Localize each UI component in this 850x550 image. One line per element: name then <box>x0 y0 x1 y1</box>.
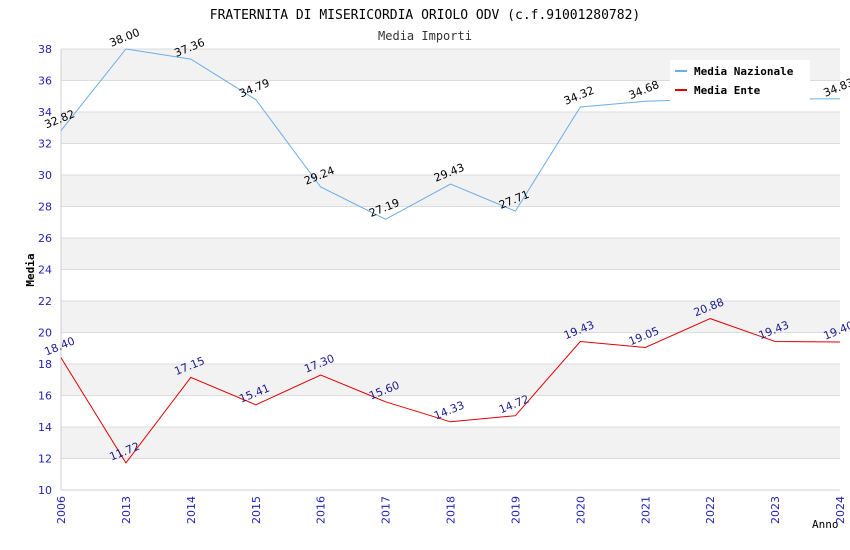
y-tick-label: 38 <box>38 43 52 56</box>
legend-entry: Media Ente <box>694 84 761 97</box>
y-tick-label: 16 <box>38 390 52 403</box>
x-tick-label: 2021 <box>639 496 652 524</box>
plot-band <box>61 206 840 238</box>
x-tick-label: 2024 <box>834 496 847 524</box>
legend-entry: Media Nazionale <box>694 65 794 78</box>
x-tick-label: 2018 <box>445 496 458 524</box>
legend: Media Nazionale Media Ente <box>670 60 810 102</box>
x-tick-label: 2019 <box>509 496 522 524</box>
x-tick-label: 2014 <box>185 496 198 524</box>
y-tick-label: 10 <box>38 484 52 497</box>
plot-band <box>61 458 840 490</box>
x-axis: 2006 2013 2014 2015 2016 2017 2018 2019 2020 2021… <box>55 489 847 524</box>
plot-band <box>61 143 840 175</box>
plot-bands <box>61 49 840 490</box>
x-tick-label: 2016 <box>315 496 328 524</box>
y-tick-label: 34 <box>38 106 52 119</box>
y-axis: 10 12 14 16 18 20 22 24 26 28 30 32 34 36 38 <box>38 43 62 497</box>
y-tick-label: 18 <box>38 358 52 371</box>
y-axis-label: Media <box>24 253 37 286</box>
plot-band <box>61 238 840 270</box>
x-tick-label: 2015 <box>250 496 263 524</box>
x-tick-label: 2020 <box>574 496 587 524</box>
x-tick-label: 2022 <box>704 496 717 524</box>
y-tick-label: 36 <box>38 75 52 88</box>
x-tick-label: 2013 <box>120 496 133 524</box>
y-tick-label: 22 <box>38 295 52 308</box>
y-tick-label: 20 <box>38 327 52 340</box>
x-tick-label: 2006 <box>55 496 68 524</box>
x-tick-label: 2023 <box>769 496 782 524</box>
x-axis-label: Anno <box>812 518 839 531</box>
y-tick-label: 26 <box>38 232 52 245</box>
gridlines <box>61 48 840 491</box>
legend-box <box>670 60 810 102</box>
plot-band <box>61 301 840 333</box>
y-tick-label: 24 <box>38 264 52 277</box>
plot-band <box>61 269 840 301</box>
y-tick-label: 28 <box>38 201 52 214</box>
plot-band <box>61 112 840 144</box>
y-tick-label: 32 <box>38 138 52 151</box>
y-tick-label: 14 <box>38 421 52 434</box>
chart-title: FRATERNITA DI MISERICORDIA ORIOLO ODV (c… <box>210 8 640 23</box>
plot-band <box>61 175 840 207</box>
data-label: 38.00 <box>108 26 142 50</box>
y-tick-label: 12 <box>38 453 52 466</box>
x-tick-label: 2017 <box>380 496 393 524</box>
plot-band <box>61 332 840 364</box>
chart-subtitle: Media Importi <box>378 29 472 43</box>
plot-band <box>61 427 840 459</box>
plot-band <box>61 364 840 396</box>
y-tick-label: 30 <box>38 169 52 182</box>
